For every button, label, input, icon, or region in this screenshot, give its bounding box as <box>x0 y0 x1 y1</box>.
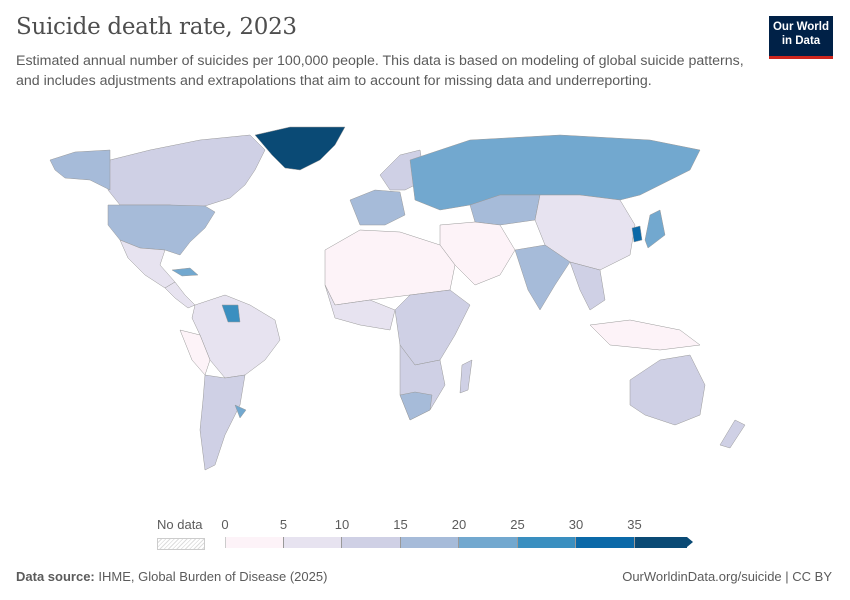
region-europe-west[interactable] <box>349 189 406 226</box>
legend-bin-6[interactable] <box>576 537 635 548</box>
region-new-zealand[interactable] <box>719 419 746 449</box>
region-indonesia[interactable] <box>589 319 701 351</box>
legend-tick-label: 0 <box>221 517 229 532</box>
legend-bin-0[interactable] <box>225 537 284 548</box>
world-map <box>49 126 746 471</box>
region-alaska[interactable] <box>49 149 111 191</box>
chart-subtitle: Estimated annual number of suicides per … <box>16 53 744 89</box>
legend-tick-label: 20 <box>451 517 467 532</box>
legend-bin-7[interactable] <box>634 537 693 548</box>
legend-tick-label: 10 <box>334 517 350 532</box>
region-australia[interactable] <box>629 354 706 426</box>
region-usa[interactable] <box>107 204 216 256</box>
legend-tick-label: 30 <box>568 517 584 532</box>
legend-bin-5[interactable] <box>517 537 576 548</box>
region-korea[interactable] <box>631 225 643 243</box>
legend-tick-label: 15 <box>393 517 408 532</box>
legend-tick-label: 35 <box>627 517 642 532</box>
region-uruguay[interactable] <box>234 404 247 419</box>
region-south-america-north[interactable] <box>191 294 281 379</box>
region-madagascar[interactable] <box>459 359 473 394</box>
legend-bin-2[interactable] <box>342 537 401 548</box>
legend-arrow <box>687 537 693 547</box>
legend-bin-4[interactable] <box>459 537 518 548</box>
source-link[interactable]: OurWorldinData.org/suicide | CC BY <box>622 569 832 584</box>
region-cuba[interactable] <box>171 267 199 277</box>
region-canada[interactable] <box>107 134 266 209</box>
legend-bin-3[interactable] <box>400 537 459 548</box>
region-greenland[interactable] <box>254 126 346 171</box>
data-source-text: IHME, Global Burden of Disease (2025) <box>98 569 328 584</box>
logo-line-2: in Data <box>781 35 821 47</box>
region-india[interactable] <box>514 244 571 311</box>
data-source-label: Data source: <box>16 569 95 584</box>
legend-bin-1[interactable] <box>283 537 342 548</box>
region-south-africa[interactable] <box>399 391 433 421</box>
logo-line-1: Our World <box>772 21 829 33</box>
legend-no-data-label: No data <box>157 517 203 532</box>
region-guyana[interactable] <box>221 304 241 323</box>
data-source: Data source: IHME, Global Burden of Dise… <box>16 569 327 584</box>
legend-tick-label: 25 <box>510 517 525 532</box>
region-russia[interactable] <box>409 134 701 211</box>
chart-title: Suicide death rate, 2023 <box>16 14 297 40</box>
region-peru[interactable] <box>179 329 211 376</box>
region-west-africa[interactable] <box>324 284 396 331</box>
region-south-america-south[interactable] <box>199 374 246 471</box>
legend-no-data-swatch <box>157 538 205 550</box>
region-central-america[interactable] <box>164 281 196 309</box>
region-southeast-asia[interactable] <box>569 261 606 311</box>
region-japan[interactable] <box>644 209 666 249</box>
legend-tick-label: 5 <box>279 517 288 532</box>
owid-logo[interactable]: Our World in Data <box>769 16 833 59</box>
